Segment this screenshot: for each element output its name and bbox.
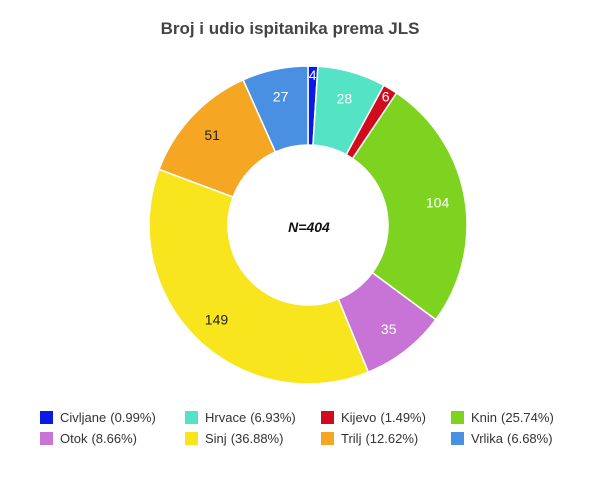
slice-knin[interactable] bbox=[351, 91, 468, 321]
legend-label-otok: Otok bbox=[60, 431, 88, 446]
legend-swatch-trilj bbox=[321, 432, 334, 445]
legend-label-hrvace: Hrvace bbox=[205, 410, 247, 425]
legend-swatch-hrvace bbox=[185, 411, 198, 424]
legend-swatch-otok bbox=[40, 432, 53, 445]
legend-percent-kijevo: (1.49%) bbox=[380, 410, 426, 425]
legend-item-trilj[interactable]: Trilj (12.62%) bbox=[321, 431, 451, 446]
slice-value-label-vrlika: 27 bbox=[273, 88, 289, 104]
legend-label-vrlika: Vrlika bbox=[471, 431, 504, 446]
legend-item-kijevo[interactable]: Kijevo (1.49%) bbox=[321, 410, 451, 425]
legend-percent-knin: (25.74%) bbox=[501, 410, 554, 425]
legend-percent-hrvace: (6.93%) bbox=[250, 410, 296, 425]
legend-swatch-knin bbox=[451, 411, 464, 424]
legend-swatch-sinj bbox=[185, 432, 198, 445]
slice-vrlika[interactable] bbox=[242, 65, 309, 153]
legend-swatch-kijevo bbox=[321, 411, 334, 424]
slice-value-label-sinj: 149 bbox=[205, 311, 229, 327]
legend-item-hrvace[interactable]: Hrvace (6.93%) bbox=[185, 410, 321, 425]
legend-swatch-civljane bbox=[40, 411, 53, 424]
legend-item-otok[interactable]: Otok (8.66%) bbox=[40, 431, 185, 446]
slice-sinj[interactable] bbox=[148, 168, 370, 385]
chart-title: Broj i udio ispitanika prema JLS bbox=[161, 19, 420, 38]
legend-percent-sinj: (36.88%) bbox=[230, 431, 284, 446]
legend-label-trilj: Trilj bbox=[341, 431, 362, 446]
legend-percent-otok: (8.66%) bbox=[91, 431, 137, 446]
donut-slices bbox=[148, 65, 468, 385]
legend-item-vrlika[interactable]: Vrlika (6.68%) bbox=[451, 431, 581, 446]
slice-value-label-civljane: 4 bbox=[309, 67, 317, 83]
legend-item-civljane[interactable]: Civljane (0.99%) bbox=[40, 410, 185, 425]
slice-value-label-hrvace: 28 bbox=[337, 91, 353, 107]
slice-value-label-trilj: 51 bbox=[204, 127, 220, 143]
legend-label-civljane: Civljane bbox=[60, 410, 107, 425]
legend-item-knin[interactable]: Knin (25.74%) bbox=[451, 410, 581, 425]
legend-label-sinj: Sinj bbox=[205, 431, 227, 446]
legend-swatch-vrlika bbox=[451, 432, 464, 445]
legend-label-knin: Knin bbox=[471, 410, 498, 425]
legend-label-kijevo: Kijevo bbox=[341, 410, 377, 425]
center-total-label: N=404 bbox=[288, 219, 330, 235]
legend-percent-vrlika: (6.68%) bbox=[507, 431, 553, 446]
legend-percent-trilj: (12.62%) bbox=[365, 431, 419, 446]
legend-item-sinj[interactable]: Sinj (36.88%) bbox=[185, 431, 321, 446]
slice-labels: 4 28 6 104 35 149 51 27 bbox=[204, 67, 449, 337]
slice-value-label-kijevo: 6 bbox=[382, 89, 390, 105]
slice-value-label-otok: 35 bbox=[381, 321, 397, 337]
legend-percent-civljane: (0.99%) bbox=[110, 410, 156, 425]
chart-legend: Civljane (0.99%) Hrvace (6.93%) Kijevo (1.49%… bbox=[40, 410, 580, 446]
slice-value-label-knin: 104 bbox=[426, 195, 450, 211]
